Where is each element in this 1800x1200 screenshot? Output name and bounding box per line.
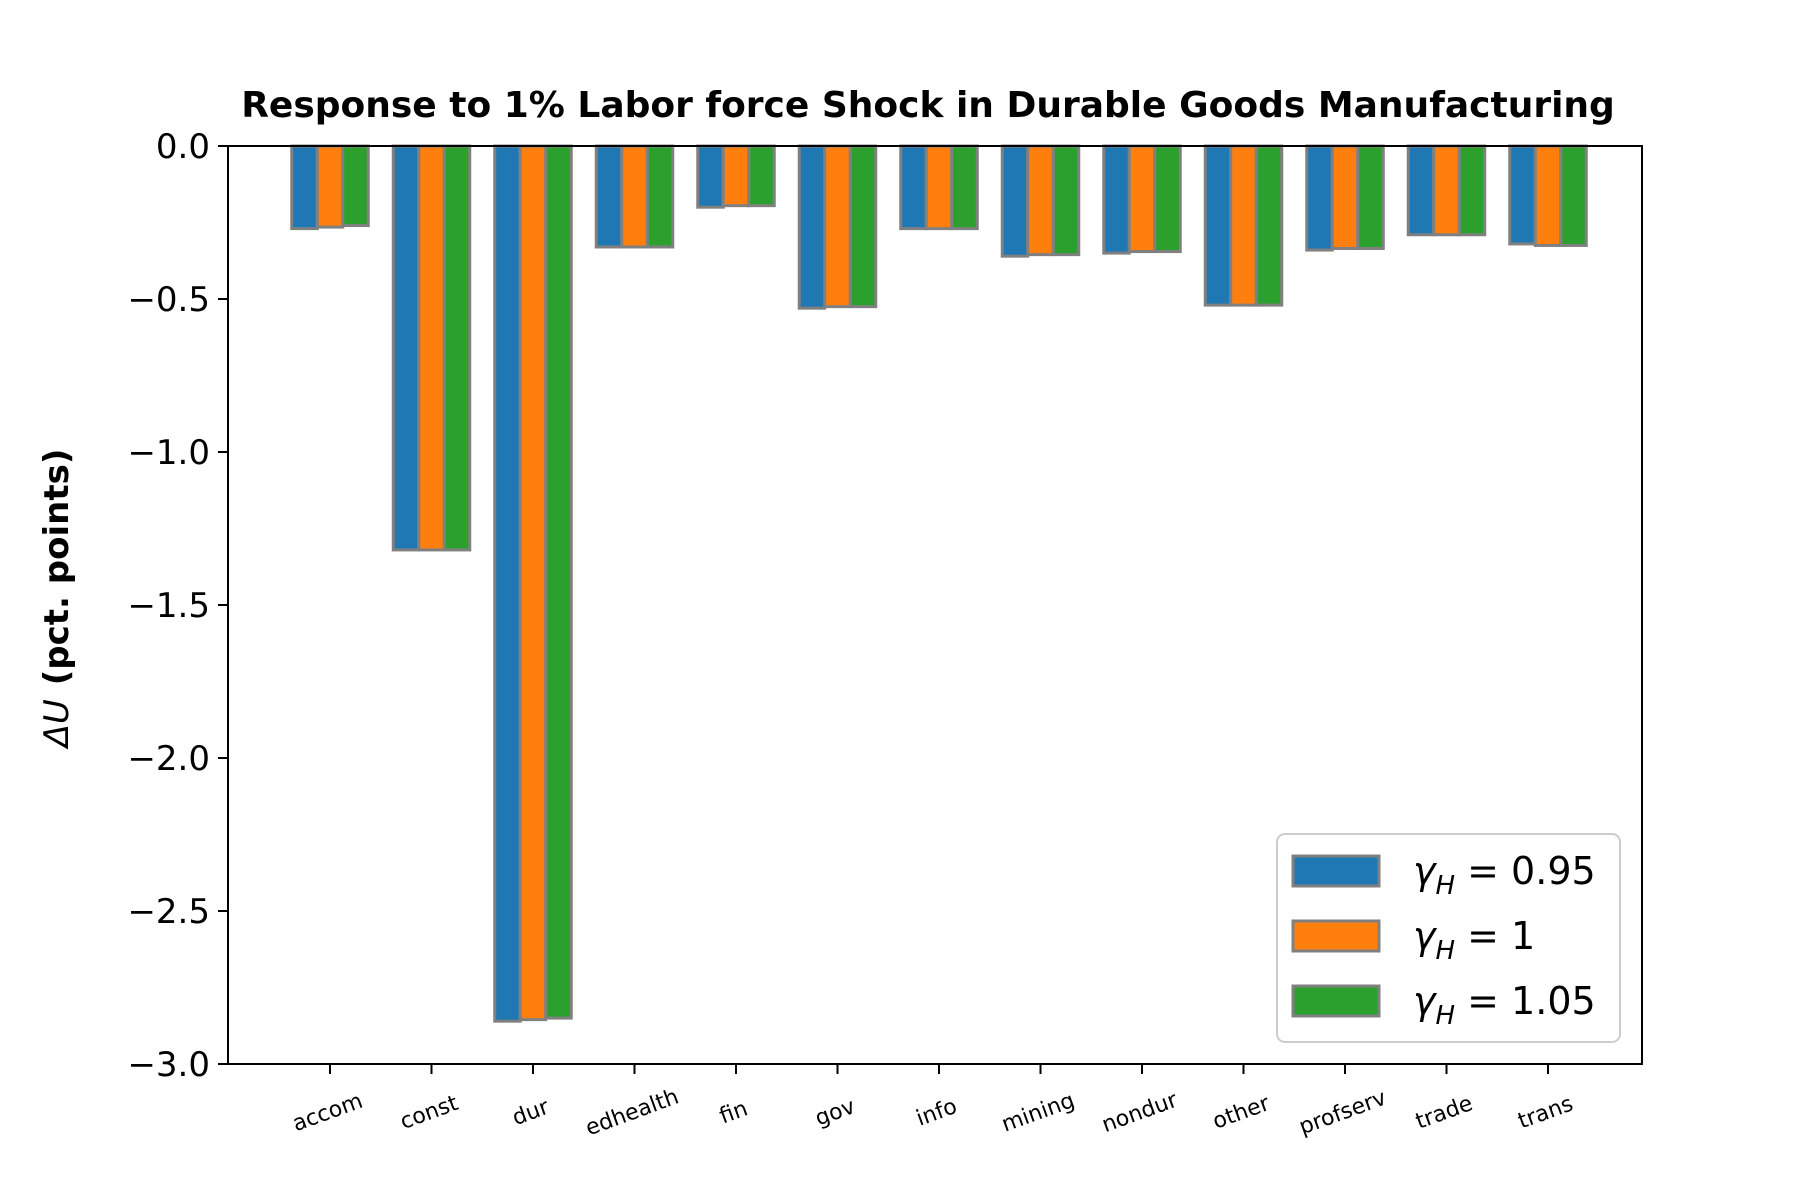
x-tick-label: gov [812,1094,859,1131]
bar-gov-series-2 [823,144,852,309]
bar-edhealth-series-3 [645,144,675,249]
bar-trade-series-3 [1457,144,1487,237]
x-tick-label: mining [999,1088,1079,1137]
x-tick-label: trade [1412,1091,1476,1135]
svg-text:ΔU(pct. points): ΔU (pct. points) [37,449,77,751]
x-axis-ticks: accom const dur edhealth fin gov info mining non… [289,1064,1577,1142]
x-tick-label: const [397,1091,462,1135]
bar-profserv-series-3 [1356,144,1385,251]
bar-trade-series-2 [1432,144,1461,237]
bar-trans-series-3 [1559,144,1588,247]
bars-layer [290,144,1588,1023]
y-axis-label-text: (pct. points) [37,449,77,686]
y-tick-label: 0.0 [156,127,210,167]
bar-accom-series-1 [290,144,319,231]
bar-other-series-2 [1229,144,1258,307]
bar-edhealth-series-2 [620,144,649,249]
bar-dur-series-2 [518,144,548,1022]
x-tick-label: other [1209,1091,1274,1135]
y-tick-label: −0.5 [127,280,210,320]
bar-const-series-2 [417,144,446,552]
bar-gov-series-3 [848,144,878,309]
y-tick-label: −2.5 [127,892,210,932]
legend-swatch-series-1 [1291,854,1381,888]
bar-trans-series-2 [1533,144,1563,247]
bar-mining-series-2 [1026,144,1055,257]
y-tick-label: −1.5 [127,586,210,626]
bar-profserv-series-1 [1305,144,1334,252]
bar-nondur-series-1 [1102,144,1131,255]
y-axis-label-symbol: ΔU [37,699,77,750]
bar-other-series-1 [1203,144,1233,307]
chart-title: Response to 1% Labor force Shock in Dura… [241,85,1615,126]
legend-label-series-2: γH = 1 [1413,914,1535,966]
bar-other-series-3 [1254,144,1284,307]
bar-mining-series-3 [1051,144,1081,257]
bar-info-series-2 [924,144,954,231]
y-tick-label: −3.0 [127,1045,210,1085]
x-tick-label: fin [716,1096,751,1129]
bar-nondur-series-3 [1153,144,1182,254]
x-tick-label: edhealth [582,1085,682,1142]
bar-accom-series-2 [315,144,345,229]
bar-profserv-series-2 [1330,144,1360,251]
bar-info-series-1 [899,144,928,231]
x-tick-label: info [913,1094,960,1132]
x-tick-label: profserv [1296,1086,1390,1141]
bar-gov-series-1 [797,144,827,310]
bar-edhealth-series-1 [594,144,624,249]
bar-accom-series-3 [341,144,370,228]
y-tick-label: −2.0 [127,739,210,779]
plot-area-frame [227,145,1643,1065]
x-tick-label: trans [1515,1091,1577,1134]
legend-label-series-3: γH = 1.05 [1413,979,1596,1031]
y-axis-ticks: 0.0 −0.5 −1.0 −1.5 −2.0 −2.5 −3.0 [127,127,228,1085]
bar-fin-series-1 [696,144,725,209]
x-tick-label: nondur [1099,1087,1182,1138]
bar-fin-series-2 [721,144,751,208]
bar-info-series-3 [950,144,979,231]
bar-fin-series-3 [747,144,776,208]
legend: γH = 0.95 γH = 1 γH = 1.05 [1276,833,1621,1043]
y-axis-label: ΔU (pct. points) [37,449,77,751]
bar-trade-series-1 [1406,144,1436,237]
legend-swatch-series-3 [1291,984,1381,1018]
x-tick-label: accom [289,1089,366,1137]
x-tick-label: dur [509,1094,553,1130]
bar-dur-series-3 [544,144,573,1020]
bar-mining-series-1 [1000,144,1030,258]
legend-label-series-1: γH = 0.95 [1413,849,1596,901]
bar-const-series-1 [391,144,421,552]
bar-const-series-3 [442,144,472,552]
bar-trans-series-1 [1508,144,1537,246]
bar-dur-series-1 [493,144,522,1023]
y-tick-label: −1.0 [127,433,210,473]
bar-nondur-series-2 [1127,144,1157,254]
legend-swatch-series-2 [1291,919,1381,953]
